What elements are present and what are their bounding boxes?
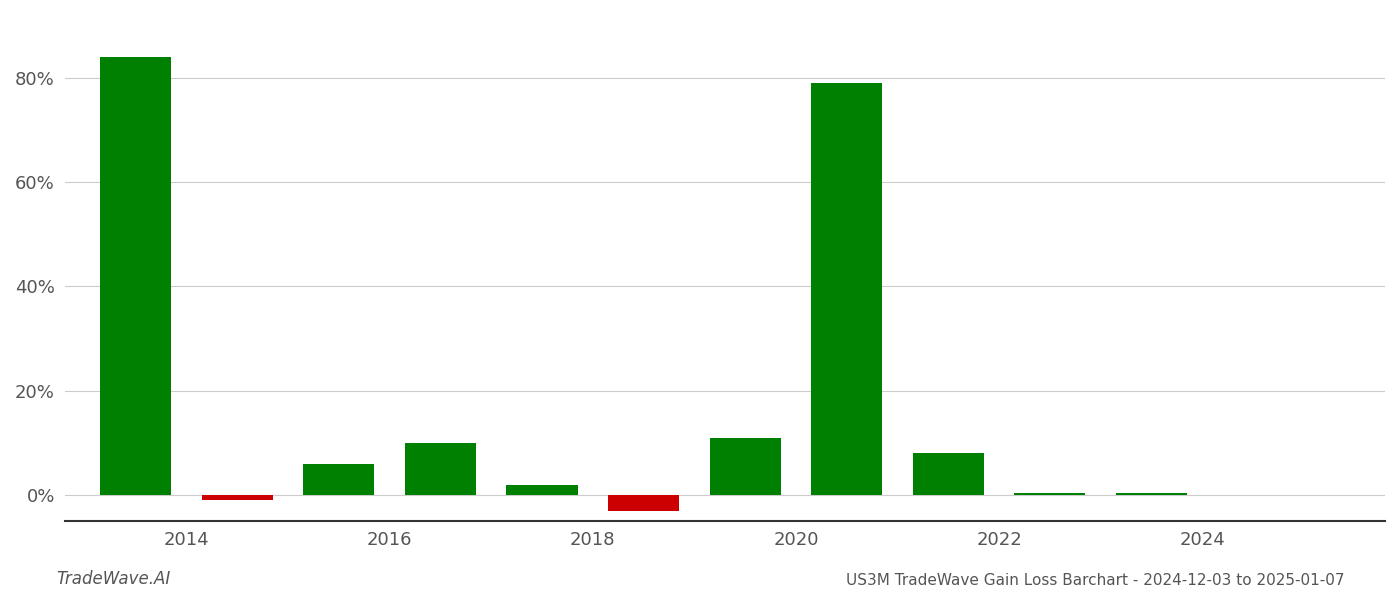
Text: US3M TradeWave Gain Loss Barchart - 2024-12-03 to 2025-01-07: US3M TradeWave Gain Loss Barchart - 2024… [846, 573, 1344, 588]
Bar [811, 83, 882, 495]
Bar [202, 495, 273, 500]
Bar [405, 443, 476, 495]
Bar [710, 438, 781, 495]
Bar [608, 495, 679, 511]
Text: TradeWave.AI: TradeWave.AI [56, 570, 171, 588]
Bar [1116, 493, 1187, 495]
Bar [913, 454, 984, 495]
Bar [507, 485, 578, 495]
Bar [1014, 493, 1085, 495]
Bar [304, 464, 374, 495]
Bar [101, 57, 171, 495]
